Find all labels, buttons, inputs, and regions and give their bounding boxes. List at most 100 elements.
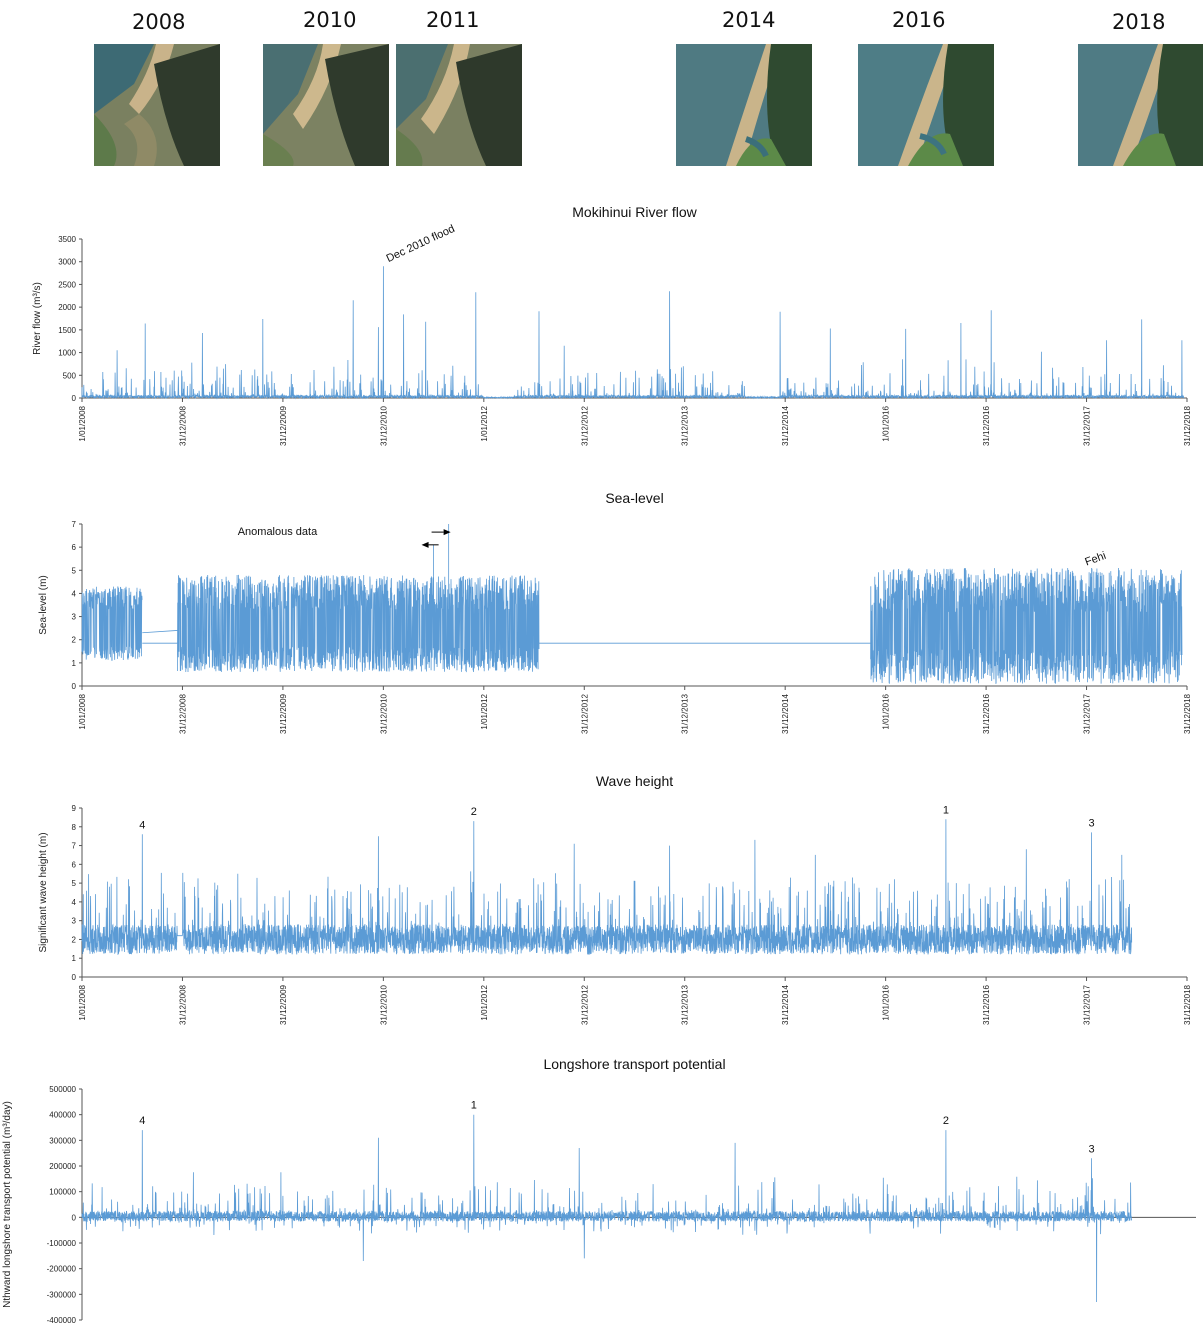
chart-title: Wave height [596,773,673,789]
y-tick-label: 0 [72,394,77,403]
y-tick-label: 6 [72,860,77,869]
y-tick-label: 2000 [58,303,76,312]
x-tick-label: 31/12/2010 [379,693,388,734]
chart-river-flow: Mokihinui River flow River flow (m³/s) 0 50… [0,195,1203,475]
series-line [81,1114,1133,1303]
aerial-photo [1078,44,1203,166]
y-tick-label: 200000 [49,1162,76,1171]
x-tick-label: 31/12/2012 [580,405,589,446]
annotation-label: 2 [943,1115,949,1127]
x-tick-label: 1/01/2008 [78,405,87,441]
x-tick-label: 1/01/2008 [78,984,87,1020]
x-tick-label: 31/12/2016 [982,693,991,734]
annotation-arrowhead [421,541,429,548]
y-tick-label: 8 [72,823,77,832]
series-line [81,266,1185,400]
annotation-label: 4 [139,819,145,831]
x-tick-label: 31/12/2016 [982,984,991,1025]
aerial-photo [94,44,220,166]
y-tick-label: 5 [72,566,77,575]
x-tick-label: 31/12/2018 [1183,405,1192,446]
y-tick-label: -300000 [47,1290,77,1299]
photo-year-label: 2014 [722,8,776,32]
photo-year-label: 2016 [892,8,946,32]
annotation-arrowhead [443,529,451,536]
y-tick-label: 0 [72,682,77,691]
y-tick-label: 3 [72,613,77,622]
x-tick-label: 31/12/2008 [178,405,187,446]
chart-longshore-transport: Longshore transport potential Nthward lon… [0,1050,1203,1325]
x-tick-label: 31/12/2017 [1083,693,1092,734]
x-tick-label: 31/12/2014 [781,984,790,1025]
x-tick-label: 31/12/2013 [681,693,690,734]
x-tick-label: 31/12/2014 [781,405,790,446]
x-tick-label: 31/12/2018 [1183,984,1192,1025]
y-tick-label: 1 [72,659,77,668]
x-tick-label: 31/12/2008 [178,984,187,1025]
chart-title: Mokihinui River flow [572,204,697,220]
y-tick-label: 7 [72,520,77,529]
y-tick-label: 4 [72,898,77,907]
aerial-photo [676,44,812,166]
x-tick-label: 31/12/2018 [1183,693,1192,734]
x-tick-label: 31/12/2009 [279,693,288,734]
y-tick-label: 400000 [49,1111,76,1120]
x-tick-label: 31/12/2009 [279,405,288,446]
aerial-photo [396,44,522,166]
y-tick-label: 2 [72,636,77,645]
annotation-label: 3 [1089,817,1095,829]
y-tick-label: 300000 [49,1136,76,1145]
y-tick-label: 500000 [49,1085,76,1094]
annotation-label: 2 [471,806,477,818]
y-tick-label: 3500 [58,235,76,244]
y-tick-label: 1500 [58,326,76,335]
y-tick-label: 9 [72,804,77,813]
x-tick-label: 31/12/2013 [681,405,690,446]
y-axis-label: Nthward longshore transport potential (m… [2,1101,13,1308]
photo-year-label: 2008 [132,10,186,34]
x-tick-label: 31/12/2012 [580,984,589,1025]
y-axis-label: Significant wave height (m) [38,832,49,952]
x-tick-label: 1/01/2016 [882,984,891,1020]
y-axis-label: Sea-level (m) [38,575,49,634]
y-tick-label: 0 [72,1213,77,1222]
annotation-label: Fehi [1083,550,1107,569]
y-axis-label: River flow (m³/s) [32,282,43,355]
chart-title: Longshore transport potential [543,1056,725,1072]
y-tick-label: 100000 [49,1188,76,1197]
aerial-photo [263,44,389,166]
chart-wave-height: Wave height Significant wave height (m) 0 1… [0,765,1203,1050]
y-tick-label: 4 [72,589,77,598]
series-line [81,524,1183,685]
series-line [81,819,1133,956]
y-tick-label: 3000 [58,258,76,267]
y-tick-label: 1000 [58,349,76,358]
y-tick-label: 6 [72,543,77,552]
x-tick-label: 1/01/2012 [480,984,489,1020]
chart-title: Sea-level [605,490,663,506]
annotation-label: 1 [471,1100,477,1112]
x-tick-label: 1/01/2016 [882,405,891,441]
photo-year-label: 2018 [1112,10,1166,34]
x-tick-label: 31/12/2013 [681,984,690,1025]
photo-year-label: 2011 [426,8,480,32]
x-tick-label: 31/12/2010 [379,984,388,1025]
y-tick-label: -400000 [47,1316,77,1325]
aerial-photo [858,44,994,166]
y-tick-label: 7 [72,842,77,851]
annotation-label: Anomalous data [238,526,318,538]
y-tick-label: -200000 [47,1265,77,1274]
x-tick-label: 31/12/2014 [781,693,790,734]
x-tick-label: 1/01/2008 [78,693,87,729]
photo-year-label: 2010 [303,8,357,32]
x-tick-label: 31/12/2017 [1083,405,1092,446]
annotation-label: 4 [139,1115,145,1127]
x-tick-label: 31/12/2009 [279,984,288,1025]
x-tick-label: 1/01/2016 [882,693,891,729]
annotation-label: 1 [943,804,949,816]
x-tick-label: 1/01/2012 [480,405,489,441]
y-tick-label: 2500 [58,280,76,289]
y-tick-label: 500 [63,371,77,380]
x-tick-label: 31/12/2012 [580,693,589,734]
y-tick-label: -100000 [47,1239,77,1248]
